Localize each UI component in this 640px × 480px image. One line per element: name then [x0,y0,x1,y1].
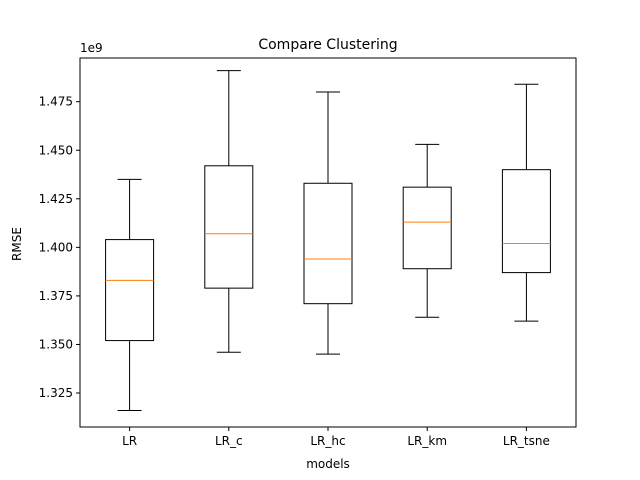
box-LR_hc [303,182,353,305]
y-tick-label: 1.425 [39,192,73,206]
x-axis-label: models [306,457,350,471]
x-tick-label: LR_c [215,434,243,448]
y-axis-label: RMSE [10,227,24,261]
y-tick-label: 1.450 [39,143,73,157]
box-LR_c [204,165,254,289]
box-LR [105,239,155,342]
y-tick-label: 1.375 [39,289,73,303]
y-tick-label: 1.350 [39,337,73,351]
x-tick-label: LR [122,434,137,448]
x-tick-label: LR_tsne [503,434,550,448]
box-LR_tsne [501,169,551,274]
y-offset-label: 1e9 [80,41,103,55]
y-tick-label: 1.400 [39,240,73,254]
chart-title: Compare Clustering [258,37,397,53]
box-LR_km [402,186,452,270]
y-tick-label: 1.325 [39,386,73,400]
x-tick-label: LR_km [407,434,447,448]
y-tick-label: 1.475 [39,95,73,109]
x-tick-label: LR_hc [310,434,345,448]
